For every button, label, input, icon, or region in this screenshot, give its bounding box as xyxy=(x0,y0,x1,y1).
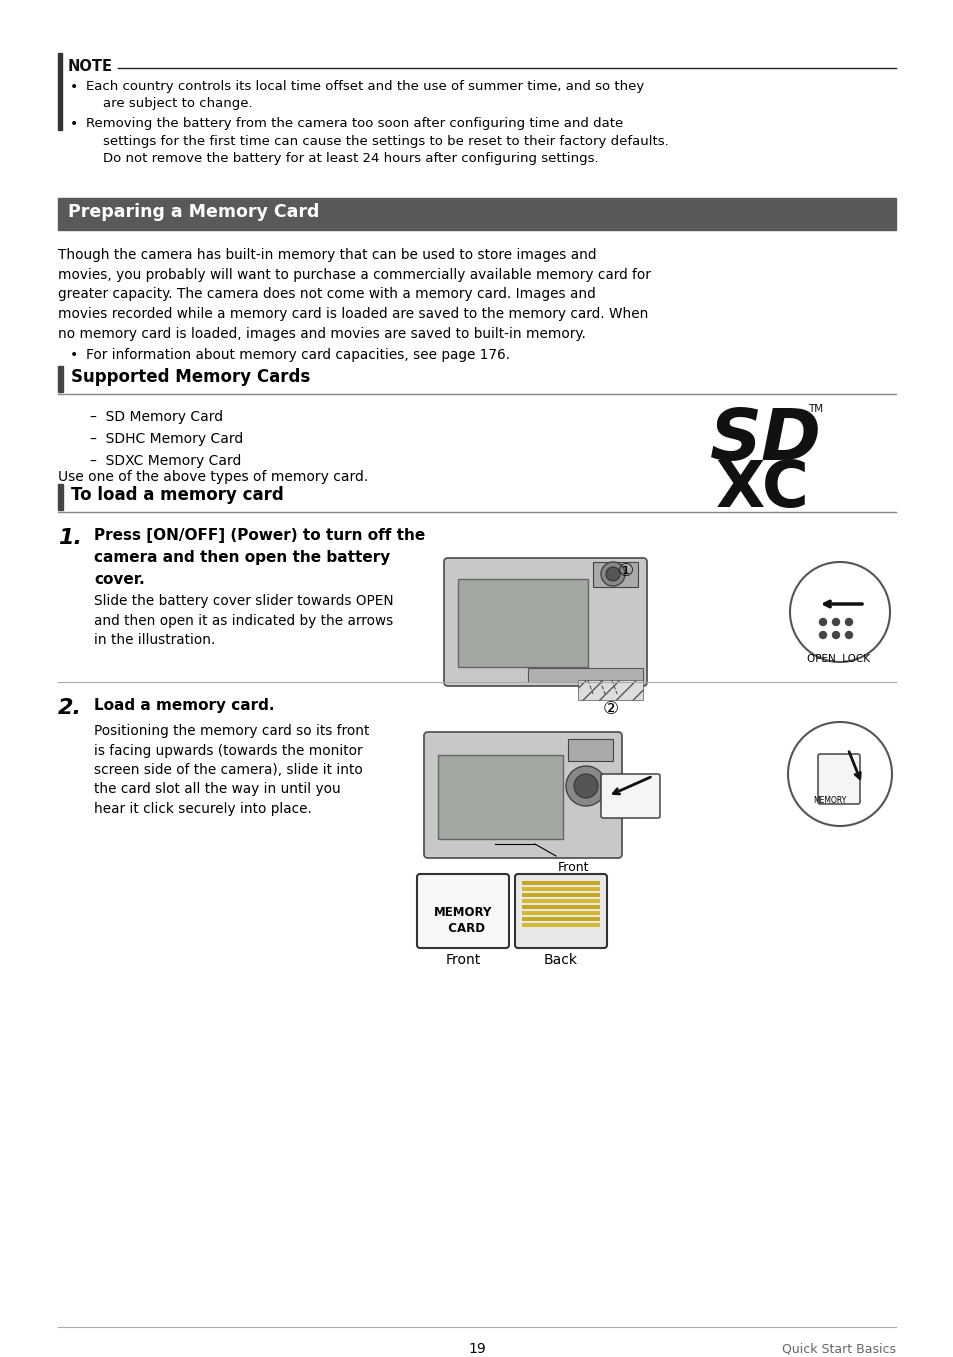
FancyBboxPatch shape xyxy=(416,874,509,949)
Text: Press [ON/OFF] (Power) to turn off the
camera and then open the battery
cover.: Press [ON/OFF] (Power) to turn off the c… xyxy=(94,528,425,588)
Text: For information about memory card capacities, see page 176.: For information about memory card capaci… xyxy=(86,347,510,362)
Bar xyxy=(58,198,895,229)
Text: 1.: 1. xyxy=(58,528,82,548)
Text: 19: 19 xyxy=(468,1342,485,1356)
Circle shape xyxy=(844,631,852,639)
Text: –  SDHC Memory Card: – SDHC Memory Card xyxy=(90,432,243,446)
Bar xyxy=(521,887,599,892)
Text: XC: XC xyxy=(716,459,809,520)
Text: Though the camera has built-in memory that can be used to store images and
movie: Though the camera has built-in memory th… xyxy=(58,248,650,341)
Text: Each country controls its local time offset and the use of summer time, and so t: Each country controls its local time off… xyxy=(86,80,643,110)
Text: TM: TM xyxy=(807,404,822,414)
FancyBboxPatch shape xyxy=(423,731,621,858)
Circle shape xyxy=(832,619,839,626)
Text: Quick Start Basics: Quick Start Basics xyxy=(781,1342,895,1356)
Bar xyxy=(58,484,63,510)
Text: ①: ① xyxy=(618,562,634,579)
Text: Removing the battery from the camera too soon after configuring time and date
  : Removing the battery from the camera too… xyxy=(86,117,668,166)
Text: Slide the battery cover slider towards OPEN
and then open it as indicated by the: Slide the battery cover slider towards O… xyxy=(94,594,394,647)
Bar xyxy=(457,579,587,668)
Circle shape xyxy=(819,619,825,626)
Text: –  SD Memory Card: – SD Memory Card xyxy=(90,410,223,423)
Bar xyxy=(521,923,599,927)
Text: Supported Memory Cards: Supported Memory Cards xyxy=(71,368,310,385)
FancyBboxPatch shape xyxy=(443,558,646,687)
Text: •: • xyxy=(70,117,78,132)
FancyBboxPatch shape xyxy=(515,874,606,949)
Bar xyxy=(593,562,638,588)
Bar xyxy=(527,668,642,683)
Circle shape xyxy=(565,765,605,806)
Text: •: • xyxy=(70,80,78,94)
Bar xyxy=(521,881,599,885)
Bar xyxy=(521,911,599,915)
Bar xyxy=(437,754,562,839)
Circle shape xyxy=(819,631,825,639)
FancyBboxPatch shape xyxy=(600,773,659,818)
Text: MEMORY: MEMORY xyxy=(813,797,846,805)
Bar xyxy=(58,53,62,130)
Text: Positioning the memory card so its front
is facing upwards (towards the monitor
: Positioning the memory card so its front… xyxy=(94,725,369,816)
Circle shape xyxy=(574,773,598,798)
Text: –  SDXC Memory Card: – SDXC Memory Card xyxy=(90,455,241,468)
Text: Back: Back xyxy=(543,953,578,968)
Circle shape xyxy=(787,722,891,826)
Bar xyxy=(521,917,599,921)
Text: 2.: 2. xyxy=(58,697,82,718)
Polygon shape xyxy=(485,878,505,887)
Circle shape xyxy=(844,619,852,626)
Circle shape xyxy=(789,562,889,662)
Text: To load a memory card: To load a memory card xyxy=(71,486,283,503)
Text: NOTE: NOTE xyxy=(68,58,112,75)
Text: •: • xyxy=(70,347,78,362)
Text: Use one of the above types of memory card.: Use one of the above types of memory car… xyxy=(58,470,368,484)
Circle shape xyxy=(605,567,619,581)
Circle shape xyxy=(832,631,839,639)
Bar xyxy=(578,680,642,700)
Text: Front: Front xyxy=(445,953,480,968)
Text: ②: ② xyxy=(602,700,618,718)
Bar xyxy=(521,893,599,897)
Text: Preparing a Memory Card: Preparing a Memory Card xyxy=(68,204,319,221)
Text: Front: Front xyxy=(558,860,589,874)
Text: SD: SD xyxy=(709,406,821,475)
Bar xyxy=(567,740,613,761)
FancyBboxPatch shape xyxy=(817,754,859,803)
Circle shape xyxy=(600,562,624,586)
Bar xyxy=(58,366,63,392)
Text: MEMORY
  CARD: MEMORY CARD xyxy=(434,906,492,935)
Bar xyxy=(521,898,599,902)
Text: Load a memory card.: Load a memory card. xyxy=(94,697,274,712)
Bar xyxy=(521,905,599,909)
Text: OPEN  LOCK: OPEN LOCK xyxy=(806,654,869,664)
